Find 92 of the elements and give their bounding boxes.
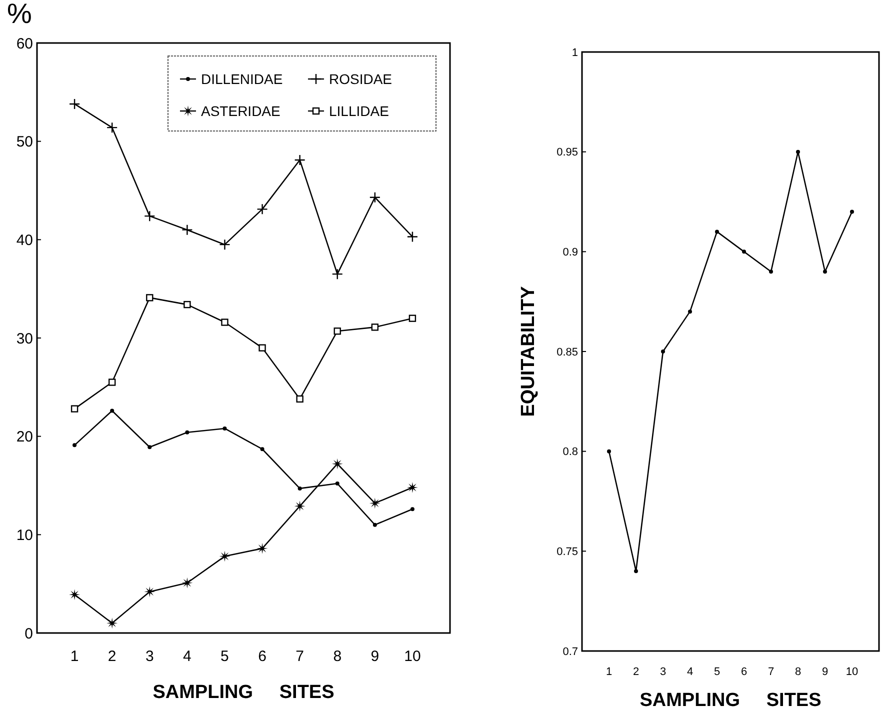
point: [408, 314, 416, 322]
point: [369, 192, 381, 203]
x-tick-label: 7: [768, 666, 774, 678]
y-tick-label: 10: [16, 526, 33, 544]
point: [371, 324, 379, 331]
point: [298, 486, 302, 490]
y-tick-label: 60: [16, 35, 33, 52]
legend-label: ASTERIDAE: [201, 102, 280, 119]
point: [110, 408, 114, 413]
x-tick-label: 6: [258, 648, 266, 665]
point: [256, 204, 268, 215]
y-axis-title: EQUITABILITY: [518, 286, 539, 417]
x-tick-label: 3: [660, 666, 666, 678]
x-tick-label: 1: [70, 648, 79, 665]
point: [144, 210, 156, 222]
y-tick-label: 0.7: [562, 646, 578, 658]
point: [661, 350, 665, 354]
point: [850, 210, 854, 214]
x-tick-label: 8: [333, 648, 342, 665]
point: [607, 449, 611, 454]
x-tick-label: 5: [220, 648, 229, 665]
point: [294, 154, 306, 166]
point: [144, 586, 156, 598]
point: [184, 300, 191, 308]
point: [332, 268, 343, 280]
y-tick-label: 0.85: [556, 346, 578, 358]
y-tick-label: 30: [16, 330, 33, 348]
x-tick-label: 3: [145, 648, 154, 665]
point: [769, 270, 773, 274]
point: [219, 238, 230, 250]
point: [634, 569, 638, 574]
y-tick-label: 1: [572, 46, 578, 59]
point: [106, 122, 118, 134]
x-tick-label: 7: [296, 648, 304, 665]
point: [70, 405, 78, 412]
point: [406, 231, 418, 242]
legend-label: LILLIDAE: [329, 102, 389, 119]
y-tick-label: 0.8: [562, 446, 578, 458]
point: [410, 507, 414, 512]
point: [296, 395, 304, 403]
x-tick-label: 9: [822, 666, 828, 678]
point: [72, 443, 77, 448]
y-tick-label: 20: [16, 428, 33, 446]
y-tick-label: 0.9: [562, 246, 578, 259]
point: [823, 270, 827, 274]
x-tick-label: 9: [370, 648, 380, 665]
point: [294, 500, 306, 512]
x-tick-label: 2: [632, 666, 640, 678]
point: [260, 447, 264, 452]
point: [182, 224, 193, 236]
y-tick-label: 40: [16, 232, 33, 249]
point: [796, 150, 800, 154]
point: [688, 310, 692, 314]
point: [334, 328, 341, 335]
point: [335, 482, 340, 486]
point: [69, 589, 80, 600]
x-tick-label: 10: [846, 666, 858, 678]
point: [372, 522, 377, 527]
x-axis-title: SAMPLING SITES: [640, 690, 822, 708]
point: [68, 98, 80, 110]
legend-label: ROSIDAE: [329, 70, 392, 87]
x-tick-label: 1: [606, 666, 612, 678]
point: [219, 550, 230, 562]
point: [182, 577, 193, 588]
x-tick-label: 4: [686, 666, 694, 678]
y-tick-label: 50: [16, 134, 33, 151]
point: [256, 542, 268, 554]
y-tick-label: 0: [24, 625, 33, 642]
point: [148, 445, 152, 450]
point: [715, 230, 719, 234]
point: [742, 250, 746, 254]
point: [258, 344, 266, 352]
y-tick-label: 0.95: [556, 146, 578, 159]
legend-label: DILLENIDAE: [201, 70, 283, 87]
y-axis-title: %: [7, 0, 32, 29]
x-tick-label: 8: [794, 666, 802, 678]
point: [369, 498, 380, 509]
x-tick-label: 4: [183, 648, 192, 665]
x-axis-title: SAMPLING SITES: [152, 682, 334, 703]
point: [185, 430, 190, 434]
x-tick-label: 5: [714, 666, 720, 678]
point: [221, 318, 228, 326]
point: [106, 618, 118, 629]
x-tick-label: 6: [740, 666, 748, 678]
point: [146, 294, 154, 302]
point: [222, 426, 227, 430]
y-tick-label: 0.75: [556, 546, 578, 558]
x-tick-label: 2: [108, 648, 116, 665]
point: [108, 378, 116, 386]
x-tick-label: 10: [404, 648, 421, 665]
point: [406, 482, 418, 493]
point: [332, 458, 343, 470]
